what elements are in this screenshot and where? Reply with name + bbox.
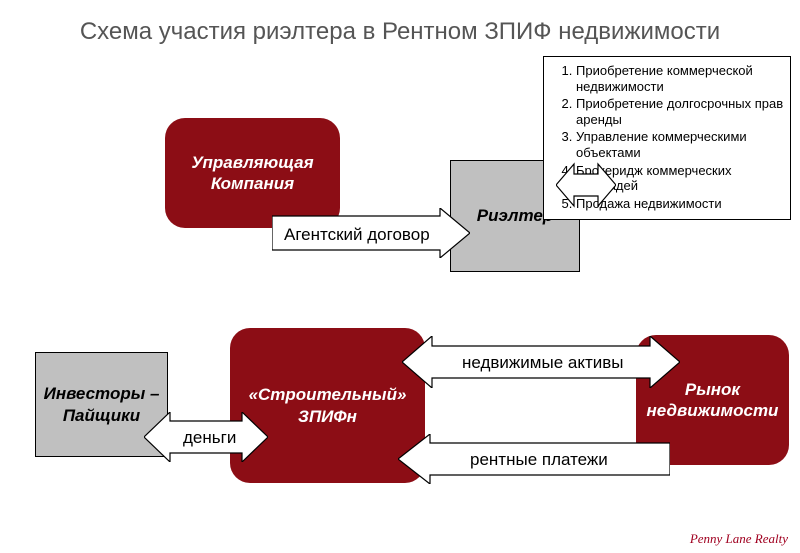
arrow-label-assets: недвижимые активы [462, 353, 623, 373]
footer-brand: Penny Lane Realty [690, 531, 788, 547]
arrow-label-rent: рентные платежи [470, 450, 608, 470]
arrow-realtor-list [556, 158, 616, 212]
node-label: «Строительный»ЗПИФн [249, 384, 407, 427]
list-item: Приобретение коммерческой недвижимости [576, 63, 784, 94]
diagram-title: Схема участия риэлтера в Рентном ЗПИФ не… [0, 18, 800, 46]
arrow-label-agent: Агентский договор [284, 225, 430, 245]
node-label: Риэлтер [477, 205, 553, 226]
list-item: Управление коммерческими объектами [576, 129, 784, 160]
arrow-label-money: деньги [183, 428, 236, 448]
node-label: УправляющаяКомпания [191, 152, 313, 195]
node-label: Инвесторы –Пайщики [44, 383, 160, 426]
list-item: Приобретение долгосрочных прав аренды [576, 96, 784, 127]
